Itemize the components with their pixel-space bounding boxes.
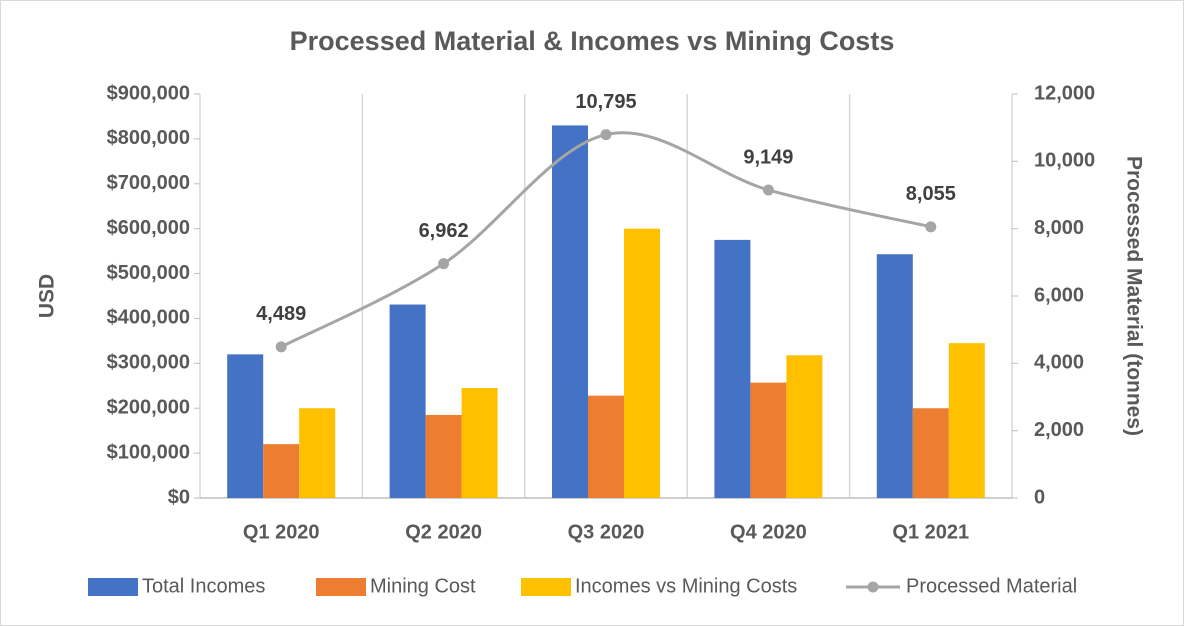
- x-tick-label: Q4 2020: [730, 521, 807, 543]
- y-tick-label: $100,000: [107, 441, 190, 463]
- y-axis-title: USD: [36, 274, 59, 318]
- bar: [299, 408, 336, 498]
- data-label: 6,962: [419, 220, 469, 242]
- bar: [912, 408, 949, 498]
- bar: [263, 444, 300, 498]
- x-tick-label: Q1 2021: [892, 521, 969, 543]
- y2-tick-label: 4,000: [1034, 352, 1084, 374]
- data-label: 10,795: [575, 91, 636, 113]
- legend-label: Processed Material: [906, 575, 1077, 597]
- x-tick-label: Q3 2020: [568, 521, 645, 543]
- bar: [876, 254, 913, 498]
- legend-swatch: [88, 578, 138, 596]
- legend-label: Incomes vs Mining Costs: [575, 575, 797, 597]
- line-marker: [275, 341, 287, 353]
- data-label: 9,149: [743, 146, 793, 168]
- y-tick-label: $500,000: [107, 262, 190, 284]
- y-tick-label: $200,000: [107, 397, 190, 419]
- x-tick-label: Q2 2020: [405, 521, 482, 543]
- legend-label: Total Incomes: [142, 575, 265, 597]
- y2-tick-label: 10,000: [1034, 150, 1095, 172]
- bar: [948, 343, 985, 498]
- bar: [714, 239, 751, 498]
- bar: [425, 414, 462, 498]
- y2-tick-label: 2,000: [1034, 419, 1084, 441]
- line-marker: [600, 129, 612, 141]
- data-label: 8,055: [906, 183, 956, 205]
- legend-swatch: [521, 578, 571, 596]
- line-marker: [762, 184, 774, 196]
- chart-title: Processed Material & Incomes vs Mining C…: [290, 26, 895, 56]
- y-tick-label: $300,000: [107, 352, 190, 374]
- bar: [389, 304, 426, 498]
- line-marker: [438, 258, 450, 270]
- bar: [588, 395, 624, 498]
- line-marker: [925, 221, 937, 233]
- bar: [624, 228, 660, 498]
- bar: [552, 125, 588, 498]
- y2-tick-label: 8,000: [1034, 217, 1084, 239]
- bar: [461, 388, 498, 498]
- y2-tick-label: 6,000: [1034, 284, 1084, 306]
- bar: [750, 382, 787, 498]
- y2-axis-title: Processed Material (tonnes): [1122, 156, 1145, 436]
- y2-tick-label: 12,000: [1034, 82, 1095, 104]
- legend-label: Mining Cost: [370, 575, 476, 597]
- y2-tick-label: 0: [1034, 486, 1045, 508]
- legend-swatch: [316, 578, 366, 596]
- y-tick-label: $600,000: [107, 217, 190, 239]
- bar: [227, 354, 264, 498]
- bar: [786, 355, 823, 498]
- y-tick-label: $0: [168, 486, 190, 508]
- legend-marker: [867, 581, 879, 593]
- x-tick-label: Q1 2020: [243, 521, 320, 543]
- y-tick-label: $400,000: [107, 307, 190, 329]
- y-tick-label: $800,000: [107, 127, 190, 149]
- y-tick-label: $700,000: [107, 172, 190, 194]
- data-label: 4,489: [256, 303, 306, 325]
- y-tick-label: $900,000: [107, 82, 190, 104]
